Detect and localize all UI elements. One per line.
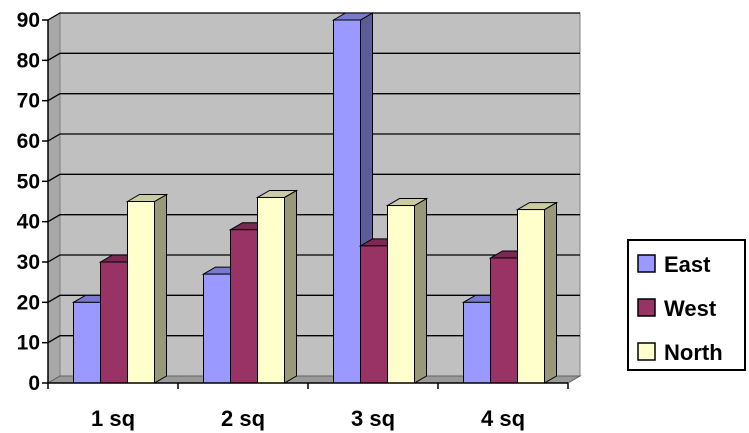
bar-front: [360, 245, 388, 384]
bar-front: [230, 229, 258, 384]
y-tick-label: 10: [17, 332, 40, 355]
x-tick-label: 2 sq: [221, 406, 265, 431]
y-tick-label: 70: [17, 90, 40, 113]
legend-item-north: North: [637, 340, 723, 365]
side-wall: [47, 12, 61, 384]
y-tick-label: 20: [17, 291, 40, 314]
bar-side: [414, 197, 427, 384]
legend-label: West: [664, 296, 717, 321]
bar-north: [255, 189, 299, 384]
legend-label: East: [664, 252, 711, 277]
bar-side: [284, 189, 297, 384]
legend-item-east: East: [637, 252, 711, 277]
y-tick-label: 90: [17, 9, 40, 32]
x-tick-labels: 1 sq 2 sq 3 sq 4 sq: [91, 406, 525, 431]
bar-north: [385, 197, 429, 384]
gridline: [47, 52, 580, 61]
x-tick-label: 1 sq: [91, 406, 135, 431]
legend: East West North: [627, 239, 746, 371]
bar-front: [257, 196, 285, 384]
y-tick-label: 80: [17, 49, 40, 72]
y-tick-label: 30: [17, 251, 40, 274]
bar-front: [73, 301, 101, 384]
axes: [42, 19, 569, 389]
legend-swatch: [637, 254, 656, 273]
bar-front: [463, 301, 491, 384]
bar-front: [333, 19, 361, 384]
y-tick-label: 40: [17, 211, 40, 234]
legend-label: North: [664, 340, 723, 365]
gridline: [47, 93, 580, 102]
gridline: [47, 173, 580, 182]
legend-item-west: West: [637, 296, 717, 321]
legend-swatch: [637, 342, 656, 361]
bar-front: [387, 205, 415, 384]
y-tick-labels: 0 10 20 30 40 50 60 70 80 90: [17, 9, 40, 395]
bar-east: [331, 12, 375, 384]
gridline: [47, 133, 580, 142]
bar-front: [490, 257, 518, 384]
y-tick-label: 0: [28, 372, 40, 395]
x-tick-label: 3 sq: [351, 406, 395, 431]
bar-front: [203, 273, 231, 384]
bar-front: [100, 261, 128, 384]
bar-north: [515, 201, 559, 384]
bar-front: [517, 209, 545, 384]
bar-side: [154, 193, 167, 384]
y-tick-label: 50: [17, 170, 40, 193]
x-tick-label: 4 sq: [481, 406, 525, 431]
bar-side: [544, 201, 557, 384]
bar-front: [127, 201, 155, 384]
y-tick-label: 60: [17, 130, 40, 153]
legend-swatch: [637, 298, 656, 317]
bar-north: [125, 193, 169, 384]
gridline: [47, 12, 580, 21]
